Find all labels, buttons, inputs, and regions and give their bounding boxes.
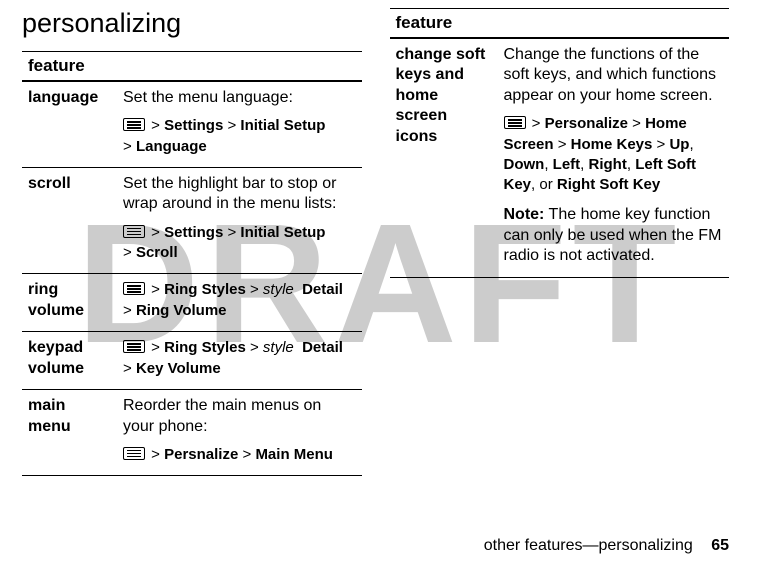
feature-desc: Set the highlight bar to stop or wrap ar… <box>117 167 362 273</box>
menu-key-icon <box>123 282 145 295</box>
table-row: scroll Set the highlight bar to stop or … <box>22 167 362 273</box>
table-header: feature <box>390 9 730 39</box>
table-row: main menu Reorder the main menus on your… <box>22 390 362 476</box>
menu-key-icon <box>123 118 145 131</box>
menu-key-icon <box>123 447 145 460</box>
feature-desc: > Ring Styles > style Detail > Key Volum… <box>117 332 362 390</box>
feature-name: main menu <box>22 390 117 476</box>
menu-key-icon <box>123 340 145 353</box>
feature-name: language <box>22 81 117 167</box>
feature-table-left: feature language Set the menu language: … <box>22 51 362 476</box>
feature-desc: > Ring Styles > style Detail > Ring Volu… <box>117 274 362 332</box>
table-row: language Set the menu language: > Settin… <box>22 81 362 167</box>
feature-table-right: feature change soft keys and home screen… <box>390 8 730 278</box>
page-title: personalizing <box>22 8 362 39</box>
page-footer: other features—personalizing 65 <box>484 537 729 555</box>
table-row: ring volume > Ring Styles > style Detail… <box>22 274 362 332</box>
feature-name: keypad volume <box>22 332 117 390</box>
menu-key-icon <box>123 225 145 238</box>
feature-desc: Reorder the main menus on your phone: > … <box>117 390 362 476</box>
feature-desc: Change the functions of the soft keys, a… <box>498 38 730 277</box>
note-label: Note: <box>504 206 545 223</box>
feature-desc: Set the menu language: > Settings > Init… <box>117 81 362 167</box>
table-header: feature <box>22 52 362 82</box>
feature-name: scroll <box>22 167 117 273</box>
page-number: 65 <box>711 537 729 554</box>
menu-key-icon <box>504 116 526 129</box>
table-row: keypad volume > Ring Styles > style Deta… <box>22 332 362 390</box>
feature-name: change soft keys and home screen icons <box>390 38 498 277</box>
table-row: change soft keys and home screen icons C… <box>390 38 730 277</box>
feature-name: ring volume <box>22 274 117 332</box>
footer-text: other features—personalizing <box>484 537 693 554</box>
